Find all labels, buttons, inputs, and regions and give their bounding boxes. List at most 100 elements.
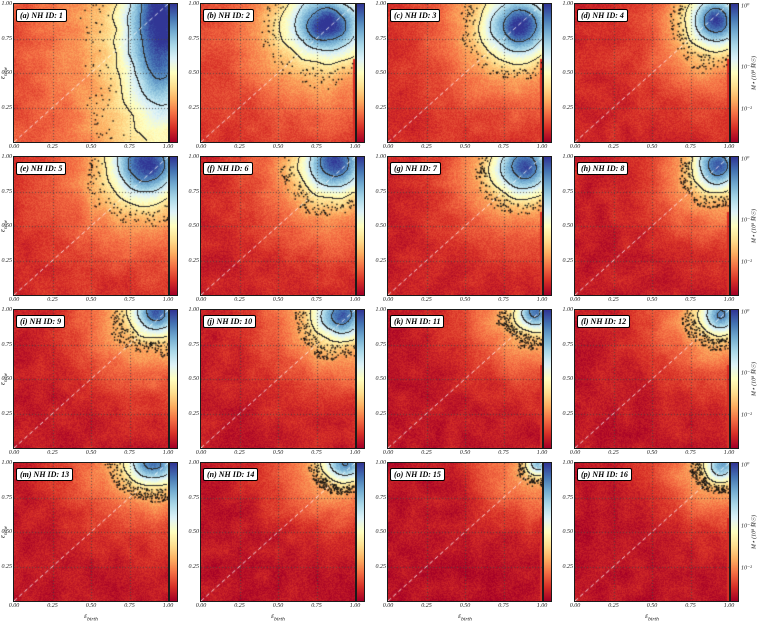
y-tick: 0.75	[188, 494, 200, 501]
y-tick: 0.75	[1, 341, 13, 348]
x-tick: 0.00	[195, 144, 207, 150]
y-axis-label-symbol: ε	[0, 229, 6, 232]
y-tick: 0.50	[562, 376, 574, 382]
colorbar-p	[730, 462, 739, 602]
y-tick: 1.00	[1, 460, 13, 466]
x-axis-label-symbol: ε	[458, 611, 462, 620]
x-tick: 0.50	[272, 144, 284, 150]
heatmap-canvas-b	[200, 3, 356, 143]
y-axis-label-symbol: ε	[0, 382, 6, 385]
colorbar-tick: 10⁻¹	[741, 523, 752, 530]
y-tick: 0.75	[562, 35, 574, 42]
x-tick: 0.75	[124, 450, 135, 456]
y-tick: 0.50	[562, 70, 574, 76]
x-tick: 0.25	[608, 144, 619, 150]
y-tick: 0.75	[562, 188, 574, 195]
y-tick: 0.50	[375, 70, 387, 76]
panel-title-b: (b) NH ID: 2	[203, 9, 254, 22]
y-tick: 0.75	[562, 341, 574, 348]
colorbar-tick: 10⁻¹	[741, 64, 752, 71]
x-tick: 0.50	[459, 297, 471, 303]
x-tick: 0.75	[498, 144, 509, 150]
y-tick: 1.00	[188, 460, 200, 466]
y-tick: 0.25	[188, 104, 200, 111]
colorbar-c	[543, 3, 552, 143]
colorbar-i	[169, 309, 178, 449]
x-tick: 0.75	[498, 450, 509, 456]
colorbar-tick: 10⁻¹	[741, 370, 752, 377]
x-tick: 0.75	[685, 603, 696, 609]
panel-title-k: (k) NH ID: 11	[390, 315, 445, 328]
x-tick: 1.00	[536, 603, 548, 609]
y-tick: 0.50	[1, 376, 13, 382]
x-tick: 0.50	[459, 603, 471, 609]
x-tick: 1.00	[349, 297, 361, 303]
x-tick: 1.00	[723, 450, 735, 456]
colorbar-o	[543, 462, 552, 602]
colorbar-h	[730, 156, 739, 296]
x-tick: 0.50	[272, 297, 284, 303]
y-tick: 0.25	[562, 410, 574, 417]
y-tick: 0.25	[562, 104, 574, 111]
y-tick: 0.50	[188, 376, 200, 382]
panel-h: (h) NH ID: 8 0.00 0.25 0.50 0.75 1.00 1.00 0.75…	[563, 154, 760, 309]
x-tick: 0.50	[85, 450, 97, 456]
y-tick: 1.00	[562, 460, 574, 466]
y-axis-label-subscript: now	[2, 372, 9, 383]
y-tick: 1.00	[188, 1, 200, 7]
x-tick: 0.00	[382, 297, 394, 303]
y-tick: 0.25	[375, 563, 387, 570]
x-tick: 0.25	[47, 144, 58, 150]
x-tick: 0.00	[569, 144, 581, 150]
panel-title-n: (n) NH ID: 14	[203, 468, 259, 481]
y-tick: 0.50	[562, 529, 574, 535]
heatmap-canvas-n	[200, 462, 356, 602]
panel-l: (l) NH ID: 12 0.00 0.25 0.50 0.75 1.00 1.00 0.7…	[563, 307, 760, 462]
x-tick: 0.75	[311, 297, 322, 303]
panel-title-e: (e) NH ID: 5	[16, 162, 67, 175]
x-tick: 0.50	[272, 450, 284, 456]
colorbar-j	[356, 309, 365, 449]
x-tick: 0.75	[685, 450, 696, 456]
x-axis-label-symbol: ε	[271, 611, 275, 620]
heatmap-canvas-l	[574, 309, 730, 449]
colorbar-g	[543, 156, 552, 296]
heatmap-canvas-g	[387, 156, 543, 296]
x-tick: 0.00	[569, 450, 581, 456]
x-axis-label-subscript: birth	[461, 616, 472, 623]
x-tick: 1.00	[162, 297, 174, 303]
panel-title-m: (m) NH ID: 13	[16, 468, 74, 481]
colorbar-k	[543, 309, 552, 449]
y-tick: 1.00	[1, 307, 13, 313]
y-tick: 0.25	[375, 410, 387, 417]
x-tick: 0.50	[85, 603, 97, 609]
x-tick: 0.50	[272, 603, 284, 609]
x-tick: 0.75	[124, 144, 135, 150]
y-tick: 0.50	[1, 529, 13, 535]
colorbar-tick: 10⁻¹	[741, 217, 752, 224]
heatmap-canvas-k	[387, 309, 543, 449]
x-tick: 0.25	[234, 603, 245, 609]
y-tick: 1.00	[375, 460, 387, 466]
x-tick: 1.00	[349, 450, 361, 456]
y-tick: 0.50	[375, 223, 387, 229]
y-tick: 1.00	[562, 307, 574, 313]
y-tick: 0.75	[188, 188, 200, 195]
x-tick: 0.00	[8, 450, 20, 456]
x-tick: 0.00	[195, 297, 207, 303]
y-tick: 0.75	[188, 35, 200, 42]
y-tick: 0.25	[188, 563, 200, 570]
x-tick: 0.25	[421, 603, 432, 609]
x-tick: 0.25	[421, 450, 432, 456]
x-tick: 0.25	[421, 144, 432, 150]
y-axis-label: εnow	[0, 67, 9, 79]
x-axis-label-subscript: birth	[274, 616, 285, 623]
colorbar-tick: 10⁰	[741, 3, 750, 10]
colorbar-m	[169, 462, 178, 602]
y-tick: 0.25	[562, 257, 574, 264]
y-tick: 1.00	[562, 1, 574, 7]
panel-f: (f) NH ID: 6 0.00 0.25 0.50 0.75 1.00 1.00 0.75…	[189, 154, 387, 309]
panel-title-o: (o) NH ID: 15	[390, 468, 445, 481]
x-tick: 0.25	[608, 450, 619, 456]
